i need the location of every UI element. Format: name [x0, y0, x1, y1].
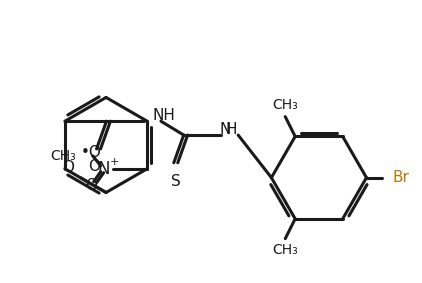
Text: O: O [85, 178, 97, 193]
Text: N: N [219, 122, 231, 137]
Text: N: N [97, 160, 110, 178]
Text: CH₃: CH₃ [272, 98, 298, 112]
Text: S: S [171, 174, 181, 189]
Text: Br: Br [392, 170, 409, 185]
Text: O: O [62, 160, 74, 175]
Text: •O: •O [80, 145, 101, 160]
Text: +: + [110, 157, 119, 167]
Text: NH: NH [152, 108, 175, 123]
Text: H: H [225, 122, 237, 137]
Text: CH₃: CH₃ [51, 149, 76, 163]
Text: CH₃: CH₃ [272, 243, 298, 258]
Text: O: O [89, 159, 100, 174]
